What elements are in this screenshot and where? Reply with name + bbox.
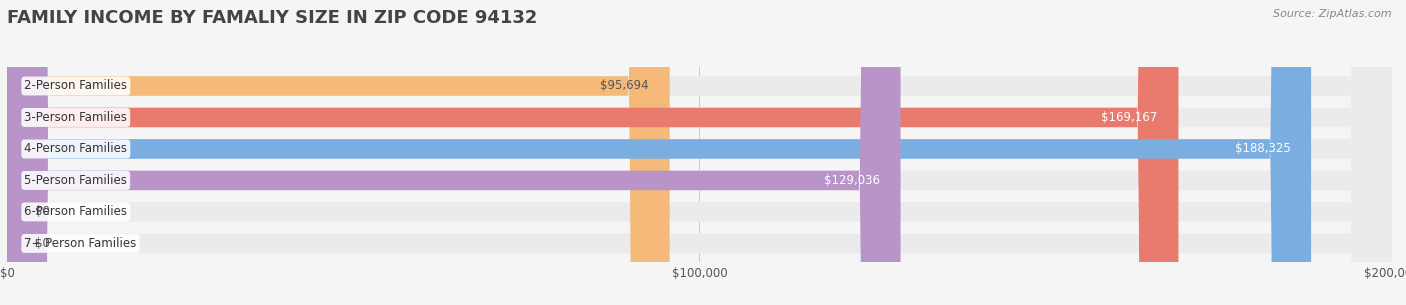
FancyBboxPatch shape [7, 0, 901, 305]
FancyBboxPatch shape [7, 0, 1392, 305]
Text: $0: $0 [35, 206, 49, 218]
Text: $169,167: $169,167 [1101, 111, 1157, 124]
Text: 4-Person Families: 4-Person Families [24, 142, 128, 156]
FancyBboxPatch shape [7, 0, 1312, 305]
Text: 7+ Person Families: 7+ Person Families [24, 237, 136, 250]
FancyBboxPatch shape [7, 0, 1178, 305]
FancyBboxPatch shape [7, 0, 1392, 305]
Text: $129,036: $129,036 [824, 174, 880, 187]
FancyBboxPatch shape [7, 0, 1392, 305]
Text: $0: $0 [35, 237, 49, 250]
Text: 3-Person Families: 3-Person Families [24, 111, 127, 124]
Text: 5-Person Families: 5-Person Families [24, 174, 127, 187]
FancyBboxPatch shape [7, 0, 1392, 305]
Text: $188,325: $188,325 [1234, 142, 1291, 156]
Text: FAMILY INCOME BY FAMALIY SIZE IN ZIP CODE 94132: FAMILY INCOME BY FAMALIY SIZE IN ZIP COD… [7, 9, 537, 27]
FancyBboxPatch shape [7, 0, 1392, 305]
FancyBboxPatch shape [7, 0, 669, 305]
FancyBboxPatch shape [7, 0, 1392, 305]
Text: 2-Person Families: 2-Person Families [24, 80, 128, 92]
Text: Source: ZipAtlas.com: Source: ZipAtlas.com [1274, 9, 1392, 19]
Text: 6-Person Families: 6-Person Families [24, 206, 128, 218]
Text: $95,694: $95,694 [600, 80, 650, 92]
